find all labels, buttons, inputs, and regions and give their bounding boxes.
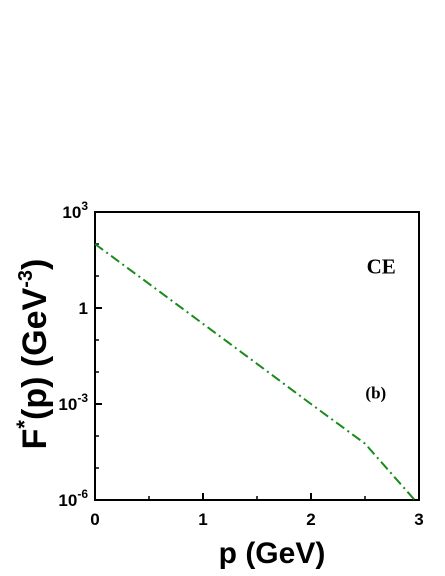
x-tick-label-0: 0: [90, 510, 99, 529]
annotation-1: (b): [365, 383, 386, 402]
y-axis-ticks: 10-6 10-3 1 103: [58, 199, 102, 510]
series-group: [94, 243, 416, 501]
x-tick-label-1: 1: [198, 510, 207, 529]
y-tick-label-3: 103: [62, 199, 88, 222]
y-tick-label-0: 10-6: [58, 487, 88, 510]
x-axis-ticks: 0 1 2 3: [90, 493, 424, 529]
y-tick-label-2: 1: [79, 299, 88, 318]
series-line-0: [94, 243, 416, 501]
y-axis-label: F*(p) (GeV-3): [12, 259, 54, 450]
annotation-group: CE (b): [365, 254, 395, 402]
annotation-0: CE: [367, 254, 396, 278]
x-tick-label-2: 2: [306, 510, 315, 529]
y-tick-label-1: 10-3: [58, 391, 88, 414]
x-tick-label-3: 3: [414, 510, 423, 529]
x-axis-label: p (GeV): [219, 537, 326, 570]
